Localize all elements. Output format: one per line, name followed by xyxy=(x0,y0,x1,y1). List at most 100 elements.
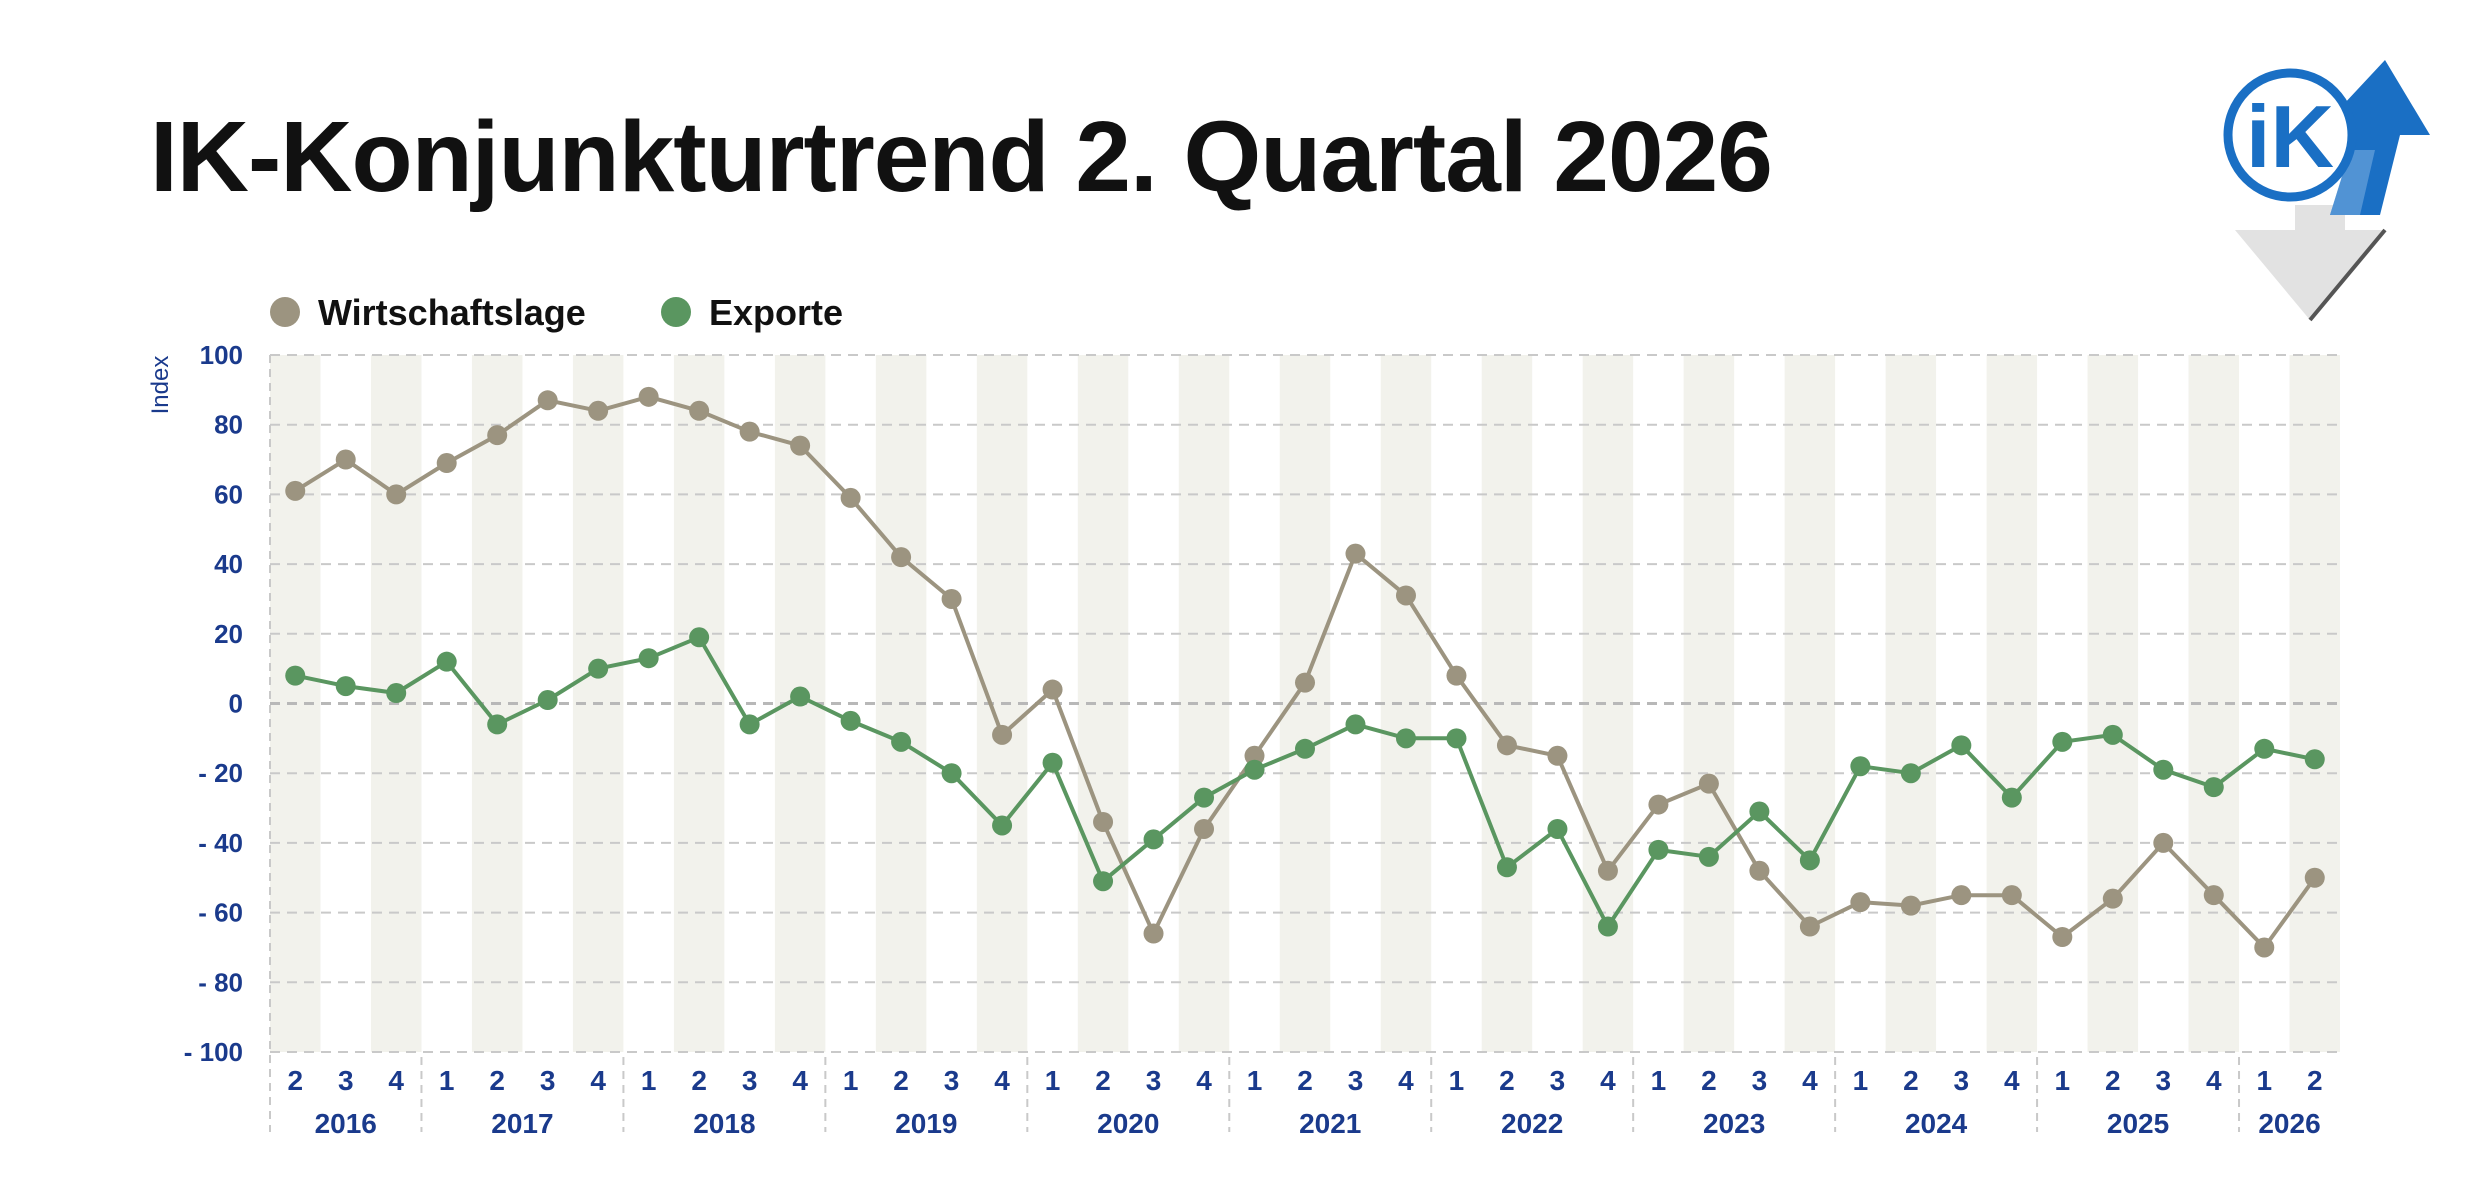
year-label: 2022 xyxy=(1501,1108,1563,1139)
x-tick-label: 1 xyxy=(439,1065,455,1096)
data-point-wirtschaftslage xyxy=(2102,888,2123,909)
x-axis-ticks: 2 3 4 1 2 3 4 1 2 3 4 1 2 3 4 1 2 3 4 1 2 3 4 1 2 3 4 1 2 3 4 1 2 3 4 1 2 3 4 1… xyxy=(287,1065,2322,1139)
x-tick-label: 1 xyxy=(1247,1065,1263,1096)
data-point-exporte xyxy=(2052,731,2073,752)
data-point-exporte xyxy=(2203,777,2224,798)
page-title: IK-Konjunkturtrend 2. Quartal 2026 xyxy=(150,101,1773,213)
data-point-exporte xyxy=(2153,759,2174,780)
data-point-wirtschaftslage xyxy=(1446,665,1467,686)
y-tick-label: - 20 xyxy=(198,758,243,788)
x-tick-label: 1 xyxy=(1449,1065,1465,1096)
data-point-exporte xyxy=(1850,756,1871,777)
column-band xyxy=(1279,355,1331,1052)
ik-logo: iK xyxy=(2223,60,2430,322)
data-point-wirtschaftslage xyxy=(1799,916,1820,937)
data-point-exporte xyxy=(1496,857,1517,878)
year-separators xyxy=(269,355,2241,1132)
data-point-exporte xyxy=(588,658,609,679)
data-point-exporte xyxy=(1951,735,1972,756)
year-label: 2017 xyxy=(491,1108,553,1139)
x-tick-label: 1 xyxy=(843,1065,859,1096)
x-tick-label: 2 xyxy=(1095,1065,1111,1096)
x-tick-label: 4 xyxy=(388,1065,404,1096)
year-label: 2020 xyxy=(1097,1108,1159,1139)
data-point-exporte xyxy=(1799,850,1820,871)
y-tick-label: 20 xyxy=(214,619,243,649)
data-point-wirtschaftslage xyxy=(1597,860,1618,881)
data-point-wirtschaftslage xyxy=(1194,818,1215,839)
data-point-exporte xyxy=(537,690,558,711)
y-tick-label: 80 xyxy=(214,410,243,440)
data-point-exporte xyxy=(739,714,760,735)
y-tick-label: - 80 xyxy=(198,967,243,997)
x-tick-label: 4 xyxy=(2004,1065,2020,1096)
data-point-exporte xyxy=(1143,829,1164,850)
legend-label-wirtschaftslage: Wirtschaftslage xyxy=(318,292,586,333)
y-axis-label: Index xyxy=(147,356,174,415)
y-tick-label: - 60 xyxy=(198,898,243,928)
data-point-wirtschaftslage xyxy=(1143,923,1164,944)
x-tick-label: 2 xyxy=(1499,1065,1515,1096)
year-label: 2016 xyxy=(315,1108,377,1139)
data-point-wirtschaftslage xyxy=(487,425,508,446)
data-point-exporte xyxy=(285,665,306,686)
data-point-exporte xyxy=(1244,759,1265,780)
data-point-exporte xyxy=(1093,871,1114,892)
legend-marker-wirtschaftslage xyxy=(270,297,300,327)
x-tick-label: 2 xyxy=(287,1065,303,1096)
data-point-wirtschaftslage xyxy=(588,400,609,421)
data-point-wirtschaftslage xyxy=(891,547,912,568)
data-point-wirtschaftslage xyxy=(840,487,861,508)
data-point-wirtschaftslage xyxy=(1244,745,1265,766)
data-point-wirtschaftslage xyxy=(386,484,407,505)
x-tick-label: 1 xyxy=(641,1065,657,1096)
x-tick-label: 1 xyxy=(2055,1065,2071,1096)
data-point-exporte xyxy=(790,686,811,707)
legend-marker-exporte xyxy=(661,297,691,327)
data-point-wirtschaftslage xyxy=(1900,895,1921,916)
data-point-wirtschaftslage xyxy=(941,588,962,609)
data-point-wirtschaftslage xyxy=(335,449,356,470)
data-point-wirtschaftslage xyxy=(1850,892,1871,913)
y-tick-label: 40 xyxy=(214,549,243,579)
data-point-wirtschaftslage xyxy=(2153,832,2174,853)
x-tick-label: 1 xyxy=(1045,1065,1061,1096)
data-point-exporte xyxy=(1900,763,1921,784)
data-point-wirtschaftslage xyxy=(992,724,1013,745)
data-point-wirtschaftslage xyxy=(638,386,659,407)
x-tick-label: 1 xyxy=(1853,1065,1869,1096)
data-point-exporte xyxy=(1698,846,1719,867)
data-point-wirtschaftslage xyxy=(1295,672,1315,693)
y-tick-label: 60 xyxy=(214,479,243,509)
x-tick-label: 2 xyxy=(691,1065,707,1096)
data-point-wirtschaftslage xyxy=(2052,926,2073,947)
year-label: 2024 xyxy=(1905,1108,1968,1139)
logo-down-arrow-edge xyxy=(2308,228,2387,322)
x-tick-label: 4 xyxy=(1398,1065,1414,1096)
data-point-wirtschaftslage xyxy=(2254,937,2275,958)
x-tick-label: 2 xyxy=(2105,1065,2121,1096)
data-point-wirtschaftslage xyxy=(2203,885,2224,906)
x-tick-label: 3 xyxy=(944,1065,960,1096)
column-band xyxy=(1178,355,1230,1052)
data-point-exporte xyxy=(638,648,659,669)
data-point-exporte xyxy=(941,763,962,784)
logo-circle xyxy=(2223,68,2357,202)
data-point-exporte xyxy=(1194,787,1215,808)
data-point-wirtschaftslage xyxy=(1648,794,1669,815)
year-label: 2021 xyxy=(1299,1108,1361,1139)
logo-up-arrow-light xyxy=(2330,150,2375,215)
data-point-exporte xyxy=(840,710,861,731)
data-point-wirtschaftslage xyxy=(1395,585,1416,606)
x-tick-label: 2 xyxy=(2307,1065,2323,1096)
data-point-exporte xyxy=(487,714,508,735)
legend: Wirtschaftslage Exporte xyxy=(270,292,843,333)
data-point-exporte xyxy=(2254,738,2275,759)
data-point-exporte xyxy=(1597,916,1618,937)
x-tick-label: 4 xyxy=(2206,1065,2222,1096)
x-tick-label: 1 xyxy=(2256,1065,2272,1096)
x-tick-label: 2 xyxy=(1701,1065,1717,1096)
data-point-exporte xyxy=(689,627,710,648)
data-point-wirtschaftslage xyxy=(537,390,558,411)
